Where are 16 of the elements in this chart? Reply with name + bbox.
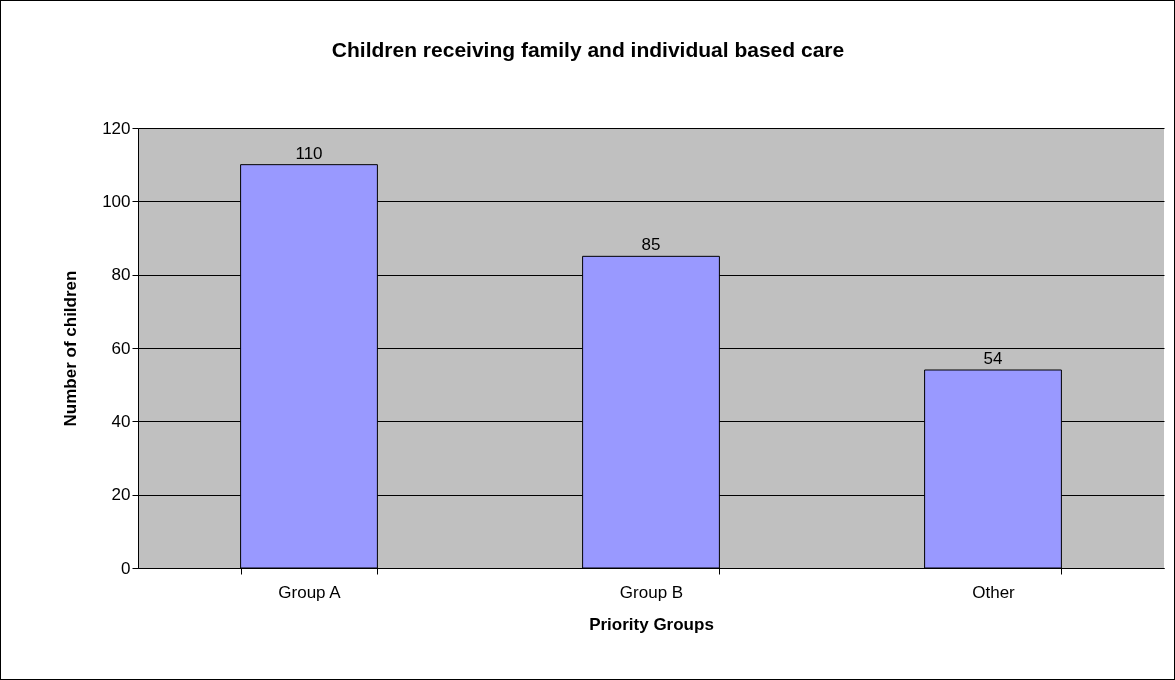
x-tick-label: Other — [972, 582, 1016, 602]
x-tick-label: Group A — [278, 582, 342, 602]
chart-title: Children receiving family and individual based care — [331, 38, 845, 61]
x-tick-label: Group B — [619, 582, 684, 602]
y-axis-title: Number of children — [61, 270, 81, 427]
y-tick-label: 80 — [111, 265, 131, 285]
y-tick-label: 20 — [111, 485, 131, 505]
y-tick-label: 120 — [102, 118, 131, 138]
y-tick-label: 40 — [111, 411, 131, 431]
data-label: 85 — [641, 235, 661, 255]
y-tick-label: 100 — [102, 191, 131, 211]
y-tick-label: 60 — [111, 338, 131, 358]
x-axis-title: Priority Groups — [589, 614, 714, 634]
data-label: 54 — [983, 349, 1003, 368]
y-tick-label: 0 — [121, 558, 131, 578]
data-label: 110 — [295, 143, 323, 163]
